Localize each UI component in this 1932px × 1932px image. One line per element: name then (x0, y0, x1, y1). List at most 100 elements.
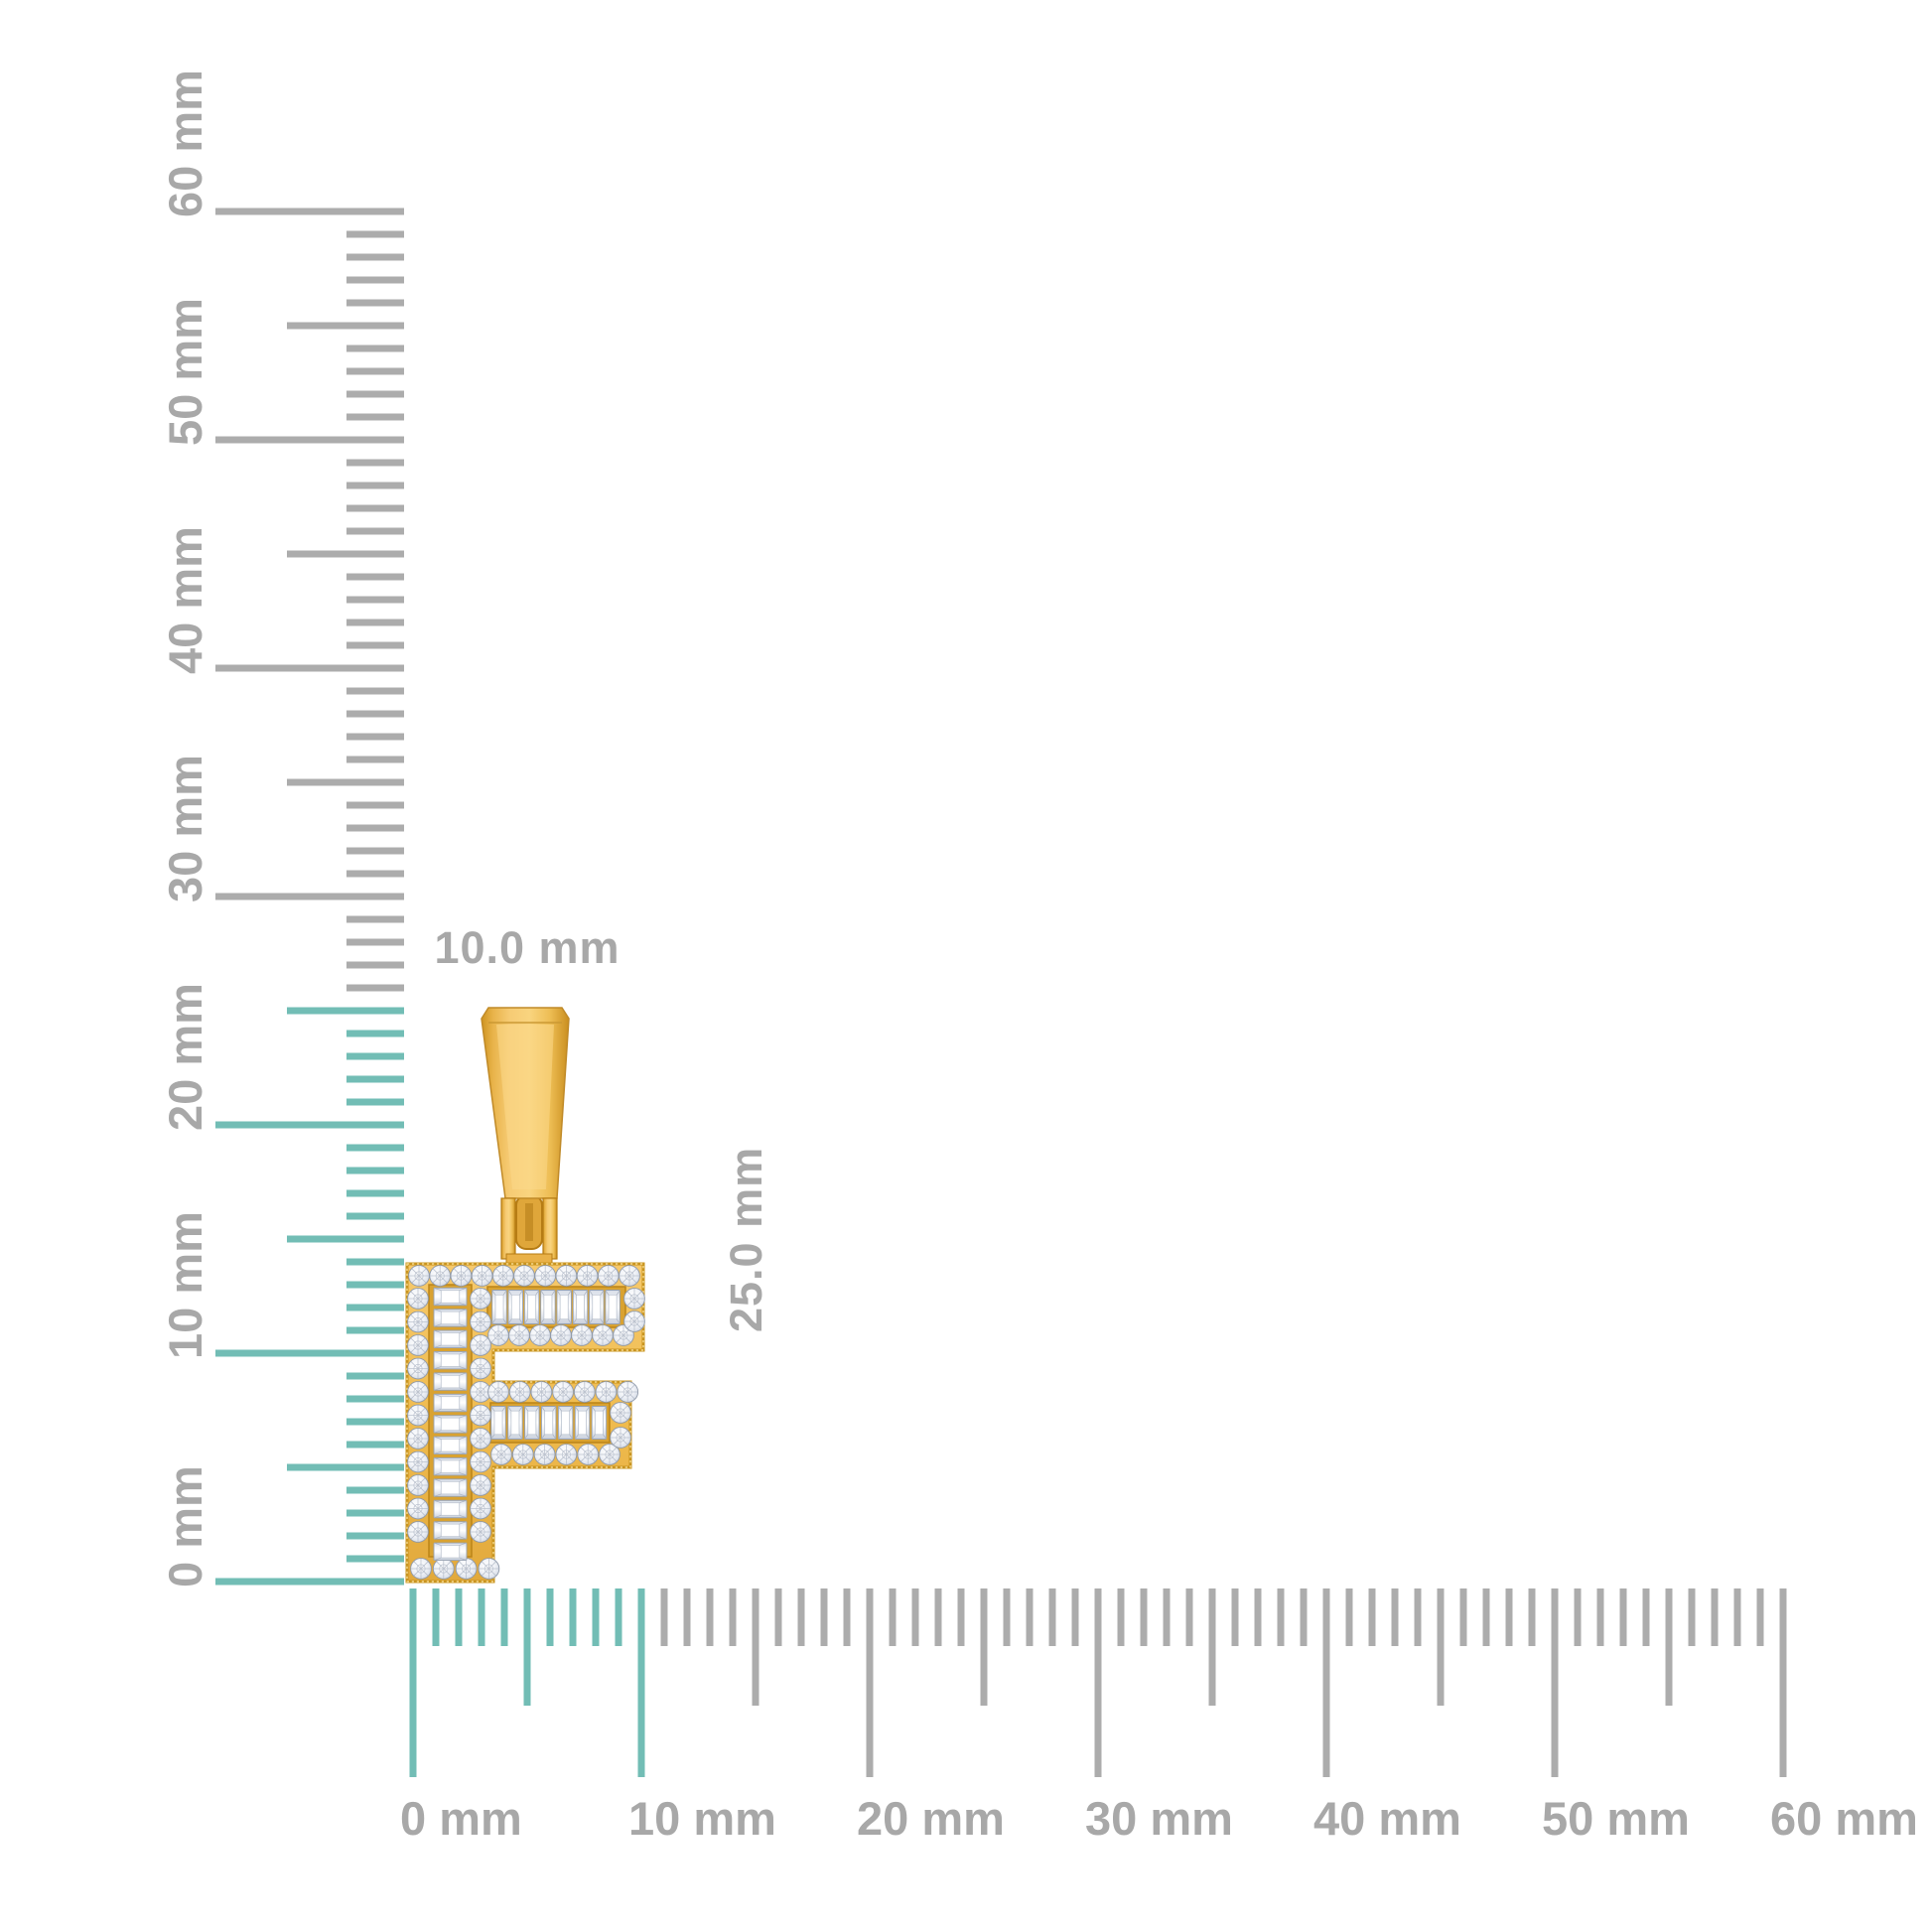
v-tick-30mm (215, 893, 404, 900)
v-tick-14mm (346, 1258, 404, 1266)
h-tick-51mm (1574, 1588, 1582, 1646)
h-tick-19mm (843, 1588, 851, 1646)
round-diamond (610, 1402, 631, 1424)
round-diamond (534, 1265, 557, 1287)
round-diamond (617, 1381, 639, 1403)
h-ruler-label-50mm: 50 mm (1542, 1792, 1690, 1845)
round-diamond (407, 1474, 429, 1496)
v-tick-48mm (346, 482, 404, 489)
round-diamond (595, 1381, 618, 1403)
hinge-tab-slot (525, 1203, 533, 1241)
round-diamond (429, 1265, 452, 1287)
v-tick-36mm (346, 756, 404, 763)
round-diamond (623, 1311, 645, 1332)
h-tick-60mm (1779, 1588, 1787, 1777)
h-tick-55mm (1665, 1588, 1673, 1706)
v-tick-3mm (346, 1509, 404, 1517)
v-tick-21mm (346, 1098, 404, 1106)
round-diamond (470, 1404, 491, 1427)
h-tick-20mm (866, 1588, 874, 1777)
h-tick-9mm (615, 1588, 622, 1646)
h-tick-12mm (683, 1588, 691, 1646)
round-diamond (623, 1288, 645, 1310)
h-tick-15mm (752, 1588, 759, 1706)
v-tick-54mm (346, 345, 404, 352)
h-tick-27mm (1026, 1588, 1034, 1646)
baguette-diamond (433, 1478, 468, 1497)
v-tick-32mm (346, 847, 404, 855)
round-diamond (407, 1428, 429, 1449)
round-diamond (487, 1324, 509, 1346)
round-diamond (597, 1265, 620, 1287)
h-ruler-label-10mm: 10 mm (628, 1792, 776, 1845)
h-tick-18mm (820, 1588, 828, 1646)
v-tick-25mm (287, 1007, 404, 1015)
v-tick-10mm (215, 1349, 404, 1357)
h-tick-7mm (569, 1588, 577, 1646)
h-tick-10mm (637, 1588, 645, 1777)
h-tick-48mm (1505, 1588, 1513, 1646)
round-diamond (573, 1381, 596, 1403)
h-tick-34mm (1185, 1588, 1193, 1646)
h-tick-56mm (1688, 1588, 1696, 1646)
v-ruler-label-30mm: 30 mm (159, 755, 211, 902)
round-diamond (508, 1381, 531, 1403)
v-tick-53mm (346, 367, 404, 375)
vertical-ruler: 0 mm 10 mm 20 mm 30 mm 40 mm 50 mm 60 mm (159, 69, 404, 1587)
h-tick-31mm (1117, 1588, 1125, 1646)
v-tick-35mm (287, 778, 404, 786)
h-tick-54mm (1642, 1588, 1650, 1646)
round-diamond (408, 1265, 430, 1287)
diamond-stones (407, 1265, 645, 1580)
round-diamond (478, 1558, 500, 1580)
h-tick-4mm (500, 1588, 508, 1646)
h-tick-29mm (1071, 1588, 1079, 1646)
round-diamond (491, 1265, 514, 1287)
h-tick-44mm (1414, 1588, 1422, 1646)
baguette-diamond (433, 1350, 468, 1370)
h-tick-3mm (478, 1588, 485, 1646)
baguette-diamond (572, 1290, 589, 1324)
v-tick-39mm (346, 687, 404, 695)
h-tick-53mm (1619, 1588, 1627, 1646)
baguette-diamond (524, 1406, 540, 1440)
v-tick-11mm (346, 1326, 404, 1334)
v-ruler-label-0mm: 0 mm (159, 1465, 211, 1587)
round-diamond (555, 1265, 578, 1287)
v-tick-8mm (346, 1395, 404, 1403)
h-tick-36mm (1231, 1588, 1239, 1646)
round-diamond (407, 1311, 429, 1333)
round-diamond (407, 1288, 429, 1310)
h-tick-32mm (1140, 1588, 1148, 1646)
h-ruler-label-0mm: 0 mm (400, 1792, 522, 1845)
baguette-diamond (541, 1406, 557, 1440)
baguette-diamond (605, 1290, 621, 1324)
h-tick-25mm (980, 1588, 988, 1706)
h-tick-49mm (1528, 1588, 1536, 1646)
v-tick-1mm (346, 1555, 404, 1563)
v-tick-19mm (346, 1144, 404, 1152)
v-ruler-label-60mm: 60 mm (159, 69, 211, 217)
h-tick-1mm (432, 1588, 440, 1646)
v-tick-29mm (346, 915, 404, 923)
round-diamond (470, 1428, 491, 1449)
round-diamond (470, 1334, 491, 1356)
v-tick-4mm (346, 1486, 404, 1494)
h-tick-5mm (523, 1588, 531, 1706)
round-diamond (576, 1265, 599, 1287)
h-tick-41mm (1345, 1588, 1353, 1646)
h-tick-11mm (660, 1588, 668, 1646)
v-tick-51mm (346, 413, 404, 421)
v-tick-42mm (346, 619, 404, 626)
v-tick-5mm (287, 1463, 404, 1471)
v-tick-38mm (346, 710, 404, 718)
v-tick-33mm (346, 824, 404, 832)
v-tick-6mm (346, 1441, 404, 1449)
round-diamond (577, 1444, 600, 1465)
v-tick-34mm (346, 801, 404, 809)
round-diamond (508, 1324, 530, 1346)
baguette-diamond (433, 1309, 468, 1327)
baguette-diamond (433, 1436, 468, 1455)
round-diamond (407, 1357, 429, 1380)
